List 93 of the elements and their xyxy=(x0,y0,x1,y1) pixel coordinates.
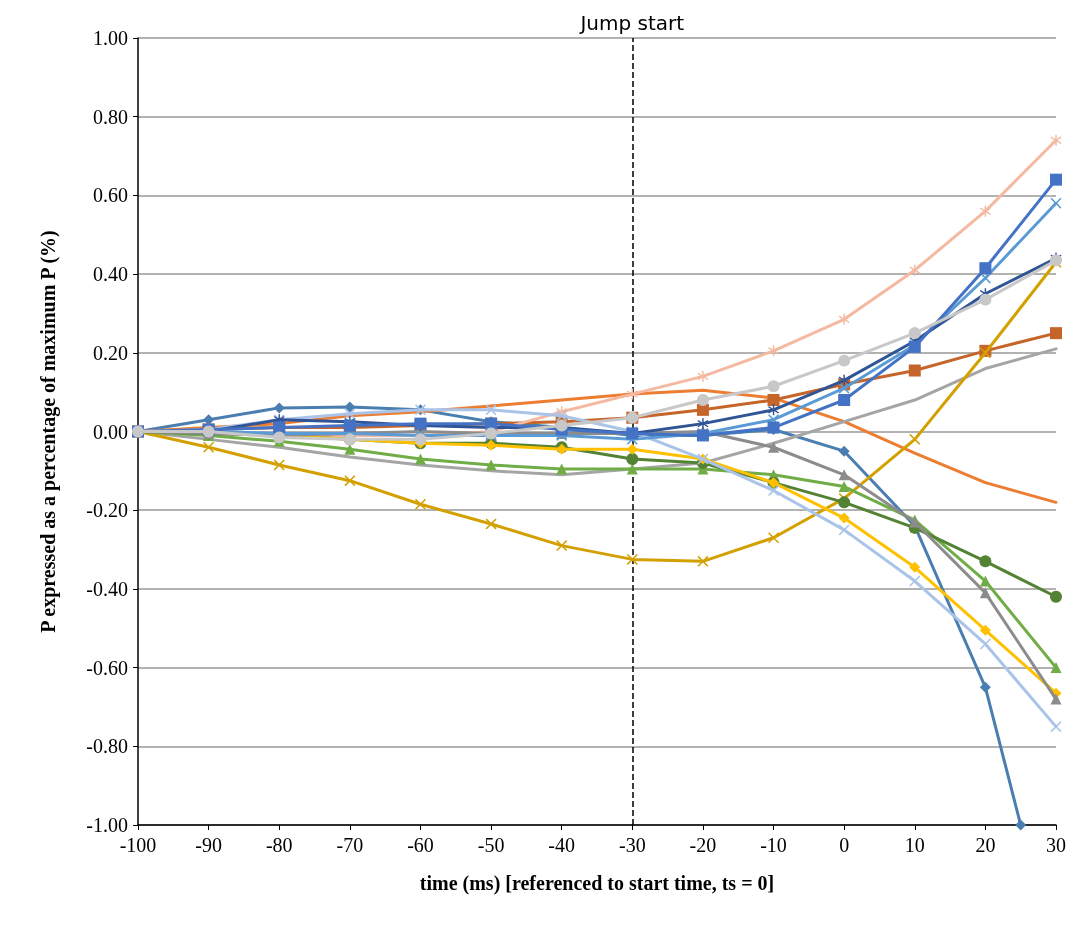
point xyxy=(979,638,991,650)
point xyxy=(768,441,780,453)
point xyxy=(273,459,285,471)
ref-line-label: Jump start xyxy=(578,11,685,35)
point xyxy=(626,443,638,455)
x-tick-label: -70 xyxy=(336,834,364,856)
point xyxy=(908,327,921,340)
point xyxy=(979,555,992,568)
point xyxy=(273,402,285,414)
x-tick-label: -100 xyxy=(119,834,157,856)
point xyxy=(626,453,639,466)
point xyxy=(1050,173,1062,186)
point xyxy=(838,512,850,524)
x-tick-label: -40 xyxy=(548,834,576,856)
point xyxy=(1050,662,1062,674)
point xyxy=(838,524,850,536)
point xyxy=(203,441,215,453)
point xyxy=(838,382,850,394)
y-tick-label: 0.00 xyxy=(93,420,128,443)
y-axis-title: P expressed as a percentage of maximum P (%) xyxy=(37,230,60,633)
point xyxy=(768,485,780,497)
point xyxy=(556,540,568,552)
x-tick-label: -60 xyxy=(407,834,434,856)
point xyxy=(1050,590,1062,603)
point xyxy=(767,380,780,393)
point xyxy=(696,403,709,416)
y-tick-label: -0.40 xyxy=(86,577,128,600)
point xyxy=(485,404,497,416)
point xyxy=(1050,134,1062,146)
x-tick-label: 20 xyxy=(975,834,996,856)
point xyxy=(979,624,991,636)
x-tick-label: -10 xyxy=(760,834,787,856)
x-tick-label: 30 xyxy=(1046,834,1066,856)
point xyxy=(485,518,497,530)
x-tick-label: -30 xyxy=(618,834,646,856)
point xyxy=(1050,721,1062,733)
y-tick-label: -0.80 xyxy=(86,735,128,758)
x-tick-label: -20 xyxy=(689,834,717,856)
point xyxy=(979,587,991,599)
point xyxy=(344,401,356,413)
point xyxy=(838,394,851,407)
point xyxy=(414,498,426,510)
point xyxy=(979,262,992,275)
y-tick-label: -0.60 xyxy=(86,656,128,679)
point xyxy=(414,433,427,446)
point xyxy=(838,481,850,493)
point xyxy=(909,264,921,276)
point xyxy=(838,496,851,509)
point xyxy=(979,293,992,306)
point xyxy=(1050,327,1062,340)
point xyxy=(979,681,991,693)
point xyxy=(979,575,991,587)
point xyxy=(908,364,921,377)
point xyxy=(1050,693,1062,705)
point xyxy=(344,408,356,420)
x-tick-label: 10 xyxy=(904,834,925,856)
y-tick-label: 1.00 xyxy=(93,27,128,49)
point xyxy=(344,475,356,487)
point xyxy=(909,561,921,573)
point xyxy=(626,553,638,565)
point xyxy=(838,469,850,481)
y-tick-label: -1.00 xyxy=(86,814,128,836)
x-axis-title: time (ms) [referenced to start time, ts = 0] xyxy=(419,872,775,895)
point xyxy=(838,445,850,457)
y-tick-label: 0.60 xyxy=(93,184,128,207)
point xyxy=(697,555,709,567)
y-tick-label: 0.80 xyxy=(93,105,128,128)
point xyxy=(697,418,709,430)
x-tick-label: 0 xyxy=(839,834,850,856)
point xyxy=(697,370,709,382)
x-tick-label: -50 xyxy=(477,834,505,856)
point xyxy=(838,313,850,325)
y-tick-label: 0.40 xyxy=(93,263,128,286)
y-tick-label: 0.20 xyxy=(93,341,128,364)
point xyxy=(767,394,780,407)
point xyxy=(838,374,850,386)
point xyxy=(838,354,851,367)
point xyxy=(626,388,638,400)
point xyxy=(979,205,991,217)
y-tick-label: -0.20 xyxy=(86,499,128,522)
x-tick-label: -90 xyxy=(195,834,222,856)
point xyxy=(1015,819,1027,831)
point xyxy=(696,394,709,407)
point xyxy=(556,463,568,475)
point xyxy=(768,532,780,544)
point xyxy=(909,575,921,587)
x-tick-label: -80 xyxy=(265,834,293,856)
point xyxy=(909,433,921,445)
point xyxy=(556,410,568,422)
point xyxy=(1050,197,1062,209)
point xyxy=(414,453,426,465)
point xyxy=(485,459,497,471)
point xyxy=(768,404,780,416)
